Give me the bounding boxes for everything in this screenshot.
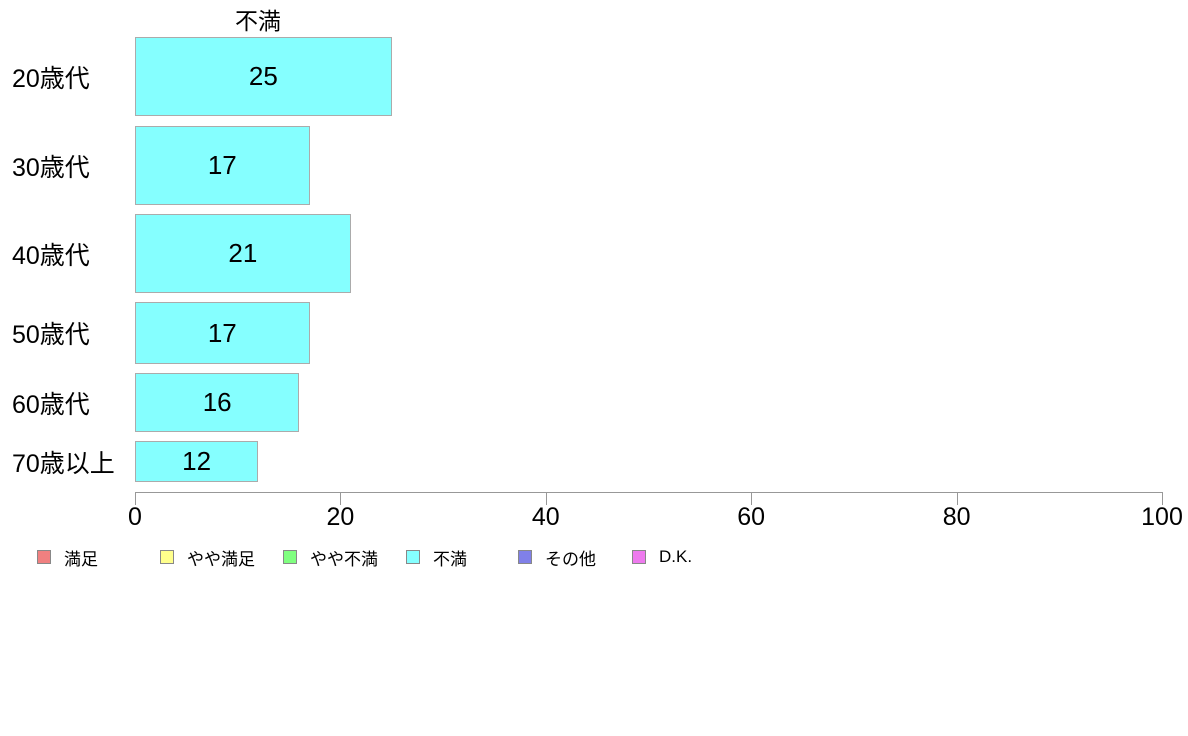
legend-item: その他	[518, 548, 596, 569]
legend-swatch	[160, 550, 174, 564]
bar: 16	[135, 373, 300, 432]
legend-swatch	[283, 550, 297, 564]
x-axis-tick	[340, 492, 342, 505]
x-axis-tick	[1162, 492, 1163, 505]
legend-label: やや不満	[310, 549, 378, 569]
bar-value-label: 17	[207, 317, 237, 348]
x-axis-tick	[956, 492, 958, 505]
x-axis-line	[135, 492, 1162, 493]
category-label: 50歳代	[12, 321, 90, 349]
x-axis-tick	[135, 492, 136, 505]
x-axis-tick-label: 80	[942, 503, 971, 531]
bar-value-label: 17	[207, 150, 237, 180]
category-label: 40歳代	[12, 241, 90, 270]
bar: 17	[135, 126, 310, 205]
category-label: 20歳代	[12, 64, 90, 93]
x-axis-tick-label: 60	[737, 503, 766, 531]
bar-value-label: 21	[228, 238, 258, 268]
bar-value-label: 12	[182, 446, 212, 476]
legend-item: D.K.	[632, 547, 693, 566]
x-axis-tick	[545, 492, 547, 505]
bar: 17	[135, 302, 310, 364]
legend-label: その他	[545, 549, 596, 569]
x-axis-tick	[751, 492, 753, 505]
x-axis-tick-label: 40	[531, 503, 560, 531]
legend-swatch	[37, 550, 51, 564]
category-label: 70歳以上	[12, 449, 115, 478]
x-axis-tick-label: 100	[1141, 503, 1183, 531]
chart-title: 不満	[235, 8, 281, 34]
legend-label: D.K.	[659, 547, 693, 566]
legend-swatch	[518, 550, 532, 564]
x-axis-tick-label: 20	[326, 503, 355, 531]
bar-value-label: 16	[202, 387, 232, 417]
legend-item: 不満	[406, 548, 467, 569]
legend-label: やや満足	[187, 549, 255, 569]
bar-value-label: 25	[248, 61, 278, 91]
x-axis-tick-label: 0	[128, 503, 142, 531]
legend-swatch	[632, 550, 646, 564]
bar: 21	[135, 214, 351, 293]
bar: 25	[135, 37, 392, 116]
legend-item: やや満足	[160, 548, 255, 569]
legend-item: やや不満	[283, 548, 378, 569]
legend-swatch	[406, 550, 420, 564]
bar: 12	[135, 441, 259, 482]
legend-label: 満足	[64, 549, 98, 569]
category-label: 30歳代	[12, 153, 90, 182]
category-label: 60歳代	[12, 390, 90, 419]
legend-item: 満足	[37, 548, 98, 569]
legend-label: 不満	[433, 549, 467, 569]
